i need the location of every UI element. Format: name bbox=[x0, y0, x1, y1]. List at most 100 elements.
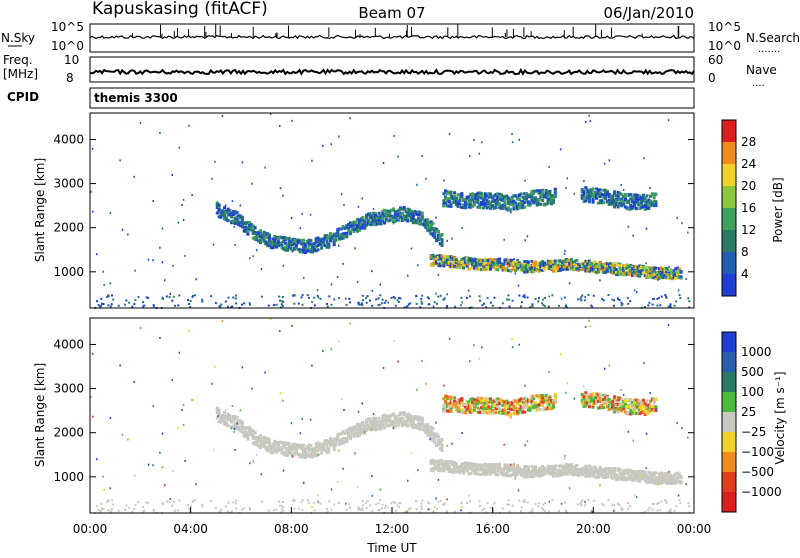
power-noise-cell bbox=[261, 296, 263, 298]
velocity-cell bbox=[653, 401, 656, 404]
power-sparse-cell bbox=[645, 262, 647, 264]
velocity-cell bbox=[529, 407, 532, 410]
power-noise-cell bbox=[668, 305, 670, 307]
power-noise-cell bbox=[384, 302, 386, 304]
power-noise-cell bbox=[620, 302, 622, 304]
velocity-cell bbox=[295, 449, 298, 452]
power-cell bbox=[379, 222, 382, 225]
velocity-cell bbox=[320, 452, 323, 455]
power-cell bbox=[268, 237, 271, 240]
power-noise-cell bbox=[348, 298, 350, 300]
power-noise-cell bbox=[235, 295, 237, 297]
power-sparse-cell bbox=[397, 156, 399, 158]
power-cell bbox=[354, 222, 357, 225]
power-noise-cell bbox=[518, 295, 520, 297]
power-cell bbox=[529, 202, 532, 205]
power-noise-cell bbox=[235, 297, 237, 299]
power-sparse-cell bbox=[567, 177, 569, 179]
power-sparse-cell bbox=[393, 222, 395, 224]
power-cell bbox=[680, 270, 683, 273]
velocity-cell bbox=[421, 417, 424, 420]
colorbar-swatch bbox=[722, 142, 736, 164]
power-ylabel: Slant Range [km] bbox=[33, 158, 47, 262]
power-noise-cell bbox=[656, 305, 658, 307]
power-sparse-cell bbox=[110, 282, 112, 284]
power-sparse-cell bbox=[261, 268, 263, 270]
power-sparse-cell bbox=[510, 212, 512, 214]
velocity-cell bbox=[246, 438, 249, 441]
power-sparse-cell bbox=[512, 141, 514, 143]
power-cell bbox=[653, 196, 656, 199]
power-noise-cell bbox=[327, 306, 329, 308]
power-noise-cell bbox=[162, 298, 164, 300]
power-noise-cell bbox=[171, 300, 173, 302]
velocity-cell bbox=[554, 396, 557, 399]
power-noise-cell bbox=[96, 300, 98, 302]
power-cell bbox=[441, 255, 444, 258]
power-noise-cell bbox=[153, 304, 155, 306]
power-noise-cell bbox=[584, 299, 586, 301]
power-cell bbox=[462, 266, 465, 269]
velocity-cell bbox=[590, 467, 593, 470]
cpid-panel bbox=[90, 88, 694, 108]
power-noise-cell bbox=[379, 294, 381, 296]
power-sparse-cell bbox=[590, 120, 592, 122]
velocity-cell bbox=[624, 400, 627, 403]
power-sparse-cell bbox=[668, 119, 670, 121]
power-cell bbox=[441, 244, 444, 247]
power-noise-cell bbox=[601, 298, 603, 300]
power-sparse-cell bbox=[639, 271, 641, 273]
power-sparse-cell bbox=[159, 247, 161, 249]
power-sparse-cell bbox=[560, 148, 562, 150]
power-noise-cell bbox=[665, 296, 667, 298]
power-noise-cell bbox=[220, 304, 222, 306]
power-sparse-cell bbox=[303, 277, 305, 279]
power-noise-cell bbox=[369, 300, 371, 302]
power-noise-cell bbox=[466, 297, 468, 299]
power-noise-cell bbox=[581, 294, 583, 296]
power-sparse-cell bbox=[388, 302, 390, 304]
power-noise-cell bbox=[177, 304, 179, 306]
power-cell bbox=[437, 230, 440, 233]
power-cell bbox=[554, 191, 557, 194]
colorbar-tick-label: 24 bbox=[741, 157, 756, 171]
power-noise-cell bbox=[617, 297, 619, 299]
power-noise-cell bbox=[232, 297, 234, 299]
power-sparse-cell bbox=[461, 301, 463, 303]
velocity-cell bbox=[442, 469, 445, 472]
velocity-cell bbox=[464, 411, 467, 414]
colorbar-swatch bbox=[722, 208, 736, 230]
power-noise-cell bbox=[613, 299, 615, 301]
power-cell bbox=[503, 205, 506, 208]
power-noise-cell bbox=[111, 303, 113, 305]
power-noise-cell bbox=[492, 305, 494, 307]
power-cell bbox=[469, 267, 472, 270]
power-sparse-cell bbox=[676, 217, 678, 219]
power-noise-cell bbox=[201, 299, 203, 301]
power-sparse-cell bbox=[411, 248, 413, 250]
ytick-label: 2000 bbox=[53, 221, 84, 235]
power-noise-cell bbox=[647, 304, 649, 306]
power-cell bbox=[520, 192, 523, 195]
velocity-cell bbox=[432, 427, 435, 430]
power-sparse-cell bbox=[361, 197, 363, 199]
colorbar-tick-label: 20 bbox=[741, 179, 756, 193]
power-sparse-cell bbox=[183, 219, 185, 221]
power-noise-cell bbox=[506, 298, 508, 300]
power-noise-cell bbox=[362, 295, 364, 297]
power-cell bbox=[345, 232, 348, 235]
power-cell bbox=[617, 205, 620, 208]
power-noise-cell bbox=[371, 305, 373, 307]
power-sparse-cell bbox=[657, 279, 659, 281]
power-sparse-cell bbox=[345, 298, 347, 300]
power-cell bbox=[583, 190, 586, 193]
power-sparse-cell bbox=[373, 208, 375, 210]
power-noise-cell bbox=[531, 303, 533, 305]
power-sparse-cell bbox=[604, 163, 606, 165]
power-noise-cell bbox=[520, 305, 522, 307]
colorbar-tick-label: 16 bbox=[741, 201, 756, 215]
power-sparse-cell bbox=[668, 266, 670, 268]
power-noise-cell bbox=[442, 299, 444, 301]
power-noise-cell bbox=[218, 305, 220, 307]
power-cell bbox=[268, 234, 271, 237]
